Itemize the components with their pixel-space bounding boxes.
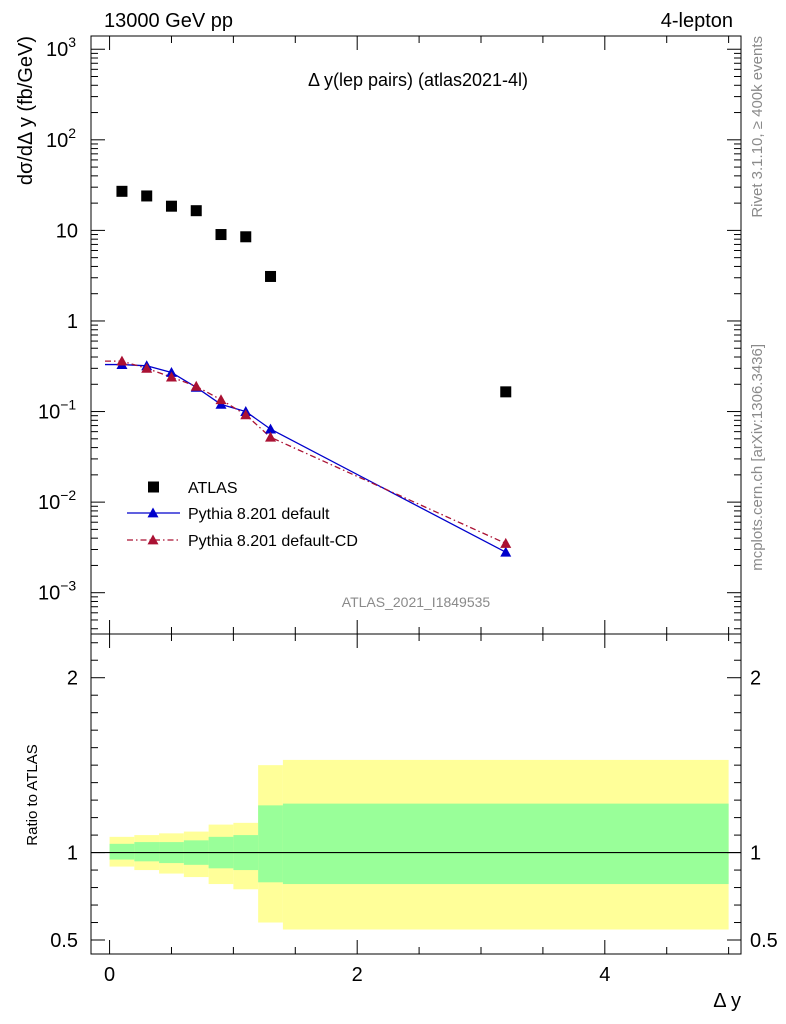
main-y-tick-label: 10 bbox=[56, 220, 78, 242]
main-y-tick-label: 10−1 bbox=[38, 397, 76, 424]
pythia-cd-point bbox=[141, 362, 153, 373]
legend-label-2: Pythia 8.201 default-CD bbox=[188, 533, 358, 550]
atlas-data-point bbox=[190, 205, 202, 217]
main-y-tick-label: 1 bbox=[67, 311, 78, 333]
ratio-y-tick-label-right: 1 bbox=[750, 843, 761, 865]
atlas-data-point bbox=[116, 185, 128, 197]
ratio-green-band bbox=[109, 843, 135, 860]
ratio-bands bbox=[91, 759, 741, 930]
legend-label-1: Pythia 8.201 default bbox=[188, 506, 330, 523]
pythia-cd-point bbox=[265, 431, 277, 442]
ratio-x-tick-label: 2 bbox=[352, 964, 363, 986]
main-plot-area bbox=[105, 185, 512, 557]
ratio-y-tick-label-right: 0.5 bbox=[750, 930, 778, 952]
pythia-cd-point bbox=[500, 537, 512, 548]
ratio-y-tick-label: 0.5 bbox=[50, 930, 78, 952]
ratio-x-tick-label: 0 bbox=[104, 964, 115, 986]
ratio-y-tick-label: 2 bbox=[67, 668, 78, 690]
ratio-y-tick-label: 1 bbox=[67, 843, 78, 865]
pythia-cd-point bbox=[165, 371, 177, 382]
x-axis-label: Δ y bbox=[713, 990, 741, 1012]
header-left-label: 13000 GeV pp bbox=[104, 10, 233, 32]
pythia-cd-point bbox=[116, 355, 128, 366]
main-y-tick-label: 10−3 bbox=[38, 578, 76, 605]
analysis-tag: ATLAS_2021_I1849535 bbox=[342, 594, 491, 610]
pythia-cd-point bbox=[240, 409, 252, 420]
pythia-default-point bbox=[265, 423, 277, 434]
rivet-label: Rivet 3.1.10, ≥ 400k events bbox=[749, 36, 766, 218]
pythia-cd-point bbox=[190, 380, 202, 391]
atlas-data-point bbox=[240, 231, 252, 243]
atlas-data-point bbox=[141, 190, 153, 202]
ratio-y-axis-label: Ratio to ATLAS bbox=[24, 744, 41, 845]
main-y-tick-label: 10−2 bbox=[38, 487, 76, 514]
main-y-axis-label: dσ/dΔ y (fb/GeV) bbox=[15, 36, 37, 185]
atlas-data-point bbox=[165, 200, 177, 212]
ratio-axes: 0 2 4 0.5 0.5 1 1 2 2 bbox=[50, 634, 778, 986]
legend-label-0: ATLAS bbox=[188, 480, 238, 497]
legend-marker-2 bbox=[147, 534, 159, 545]
ratio-green-band bbox=[134, 842, 160, 862]
main-axes: 10−3 10−2 10−1 1 10 102 103 bbox=[38, 34, 741, 634]
ratio-green-band bbox=[258, 805, 283, 883]
atlas-data-point bbox=[500, 386, 512, 398]
legend-marker-atlas bbox=[148, 481, 159, 493]
atlas-data-point bbox=[215, 229, 227, 241]
legend-marker-1 bbox=[147, 507, 159, 518]
ratio-panel: 0 2 4 0.5 0.5 1 1 2 2 Ratio to ATLAS Δ y bbox=[24, 633, 778, 1012]
ratio-x-tick-label: 4 bbox=[599, 964, 610, 986]
header-right-label: 4-lepton bbox=[661, 10, 733, 32]
atlas-data-point bbox=[265, 270, 277, 282]
mcplots-label: mcplots.cern.ch [arXiv:1306.3436] bbox=[749, 344, 766, 571]
legend: ATLAS Pythia 8.201 default Pythia 8.201 de… bbox=[127, 480, 358, 550]
ratio-green-band bbox=[282, 803, 729, 885]
main-panel: 10−3 10−2 10−1 1 10 102 103 Δ y(lep pairs) (at… bbox=[15, 34, 742, 635]
ratio-panel-frame bbox=[90, 633, 742, 955]
pythia-cd-point bbox=[215, 394, 227, 405]
main-y-tick-label: 102 bbox=[46, 125, 76, 152]
ratio-y-tick-label-right: 2 bbox=[750, 668, 761, 690]
series-line-1 bbox=[105, 363, 507, 553]
main-title: Δ y(lep pairs) (atlas2021-4l) bbox=[308, 70, 528, 90]
main-y-tick-label: 103 bbox=[46, 34, 76, 61]
pythia-default-point bbox=[500, 546, 512, 557]
